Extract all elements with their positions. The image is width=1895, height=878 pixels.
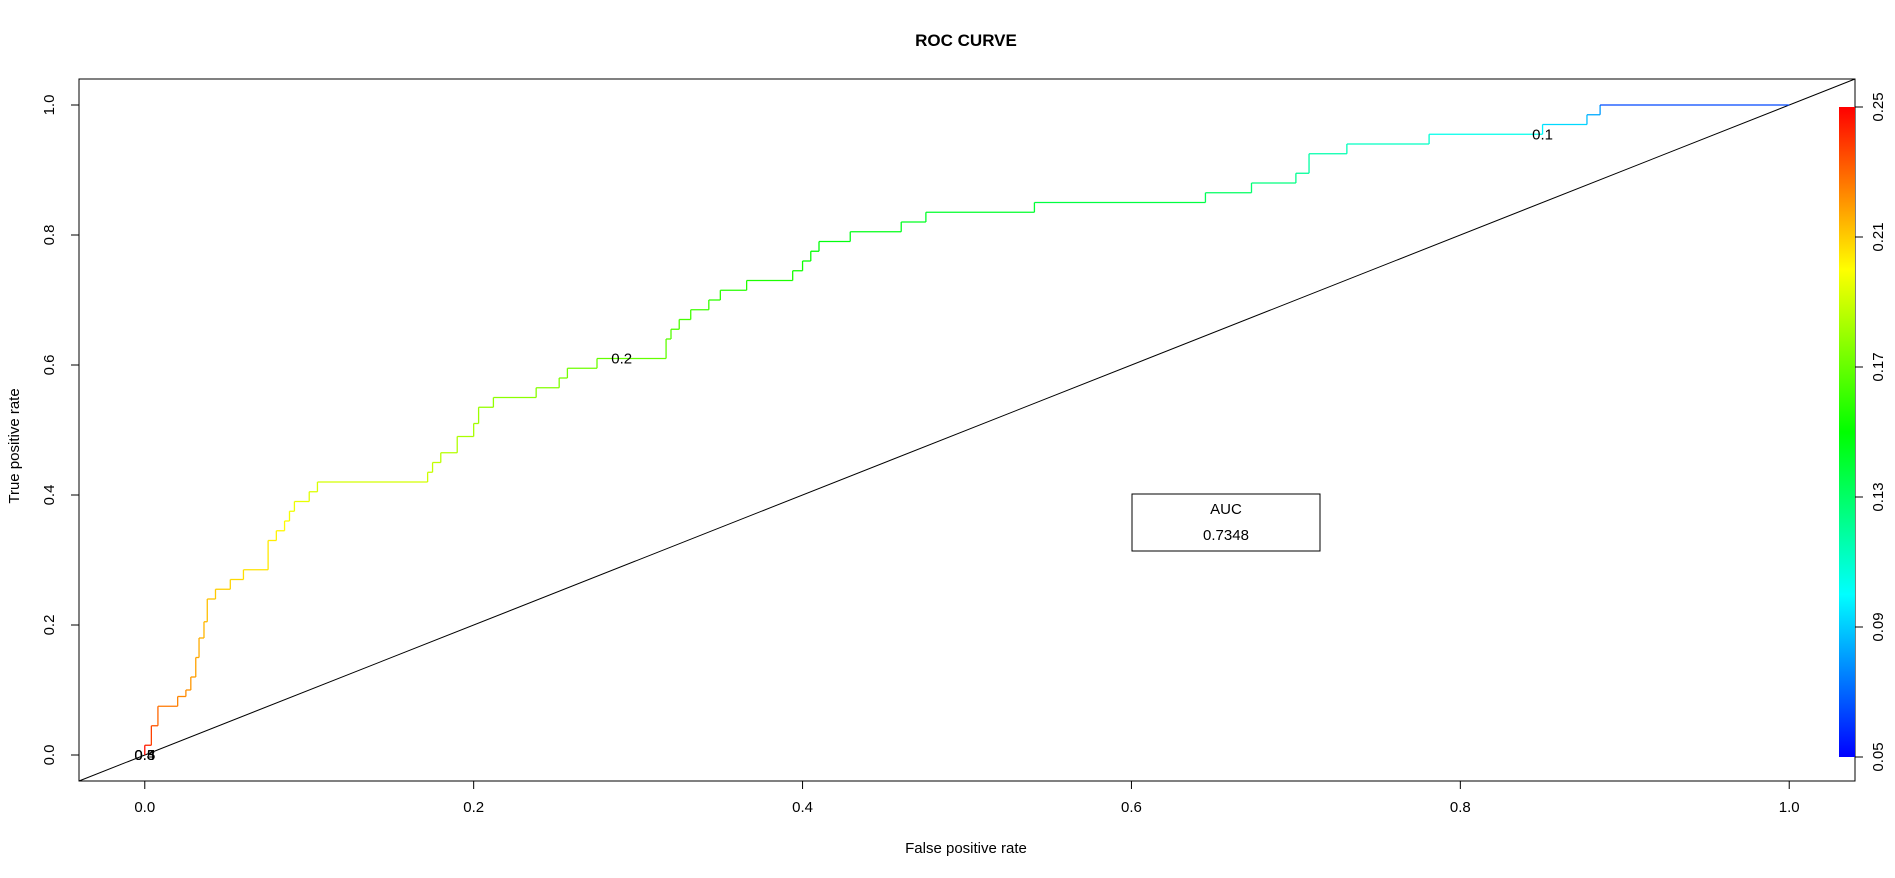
x-tick-label: 0.0 xyxy=(134,799,155,816)
auc-legend-value: 0.7348 xyxy=(1203,527,1249,544)
cutoff-labels: 0.50.40.3 0.2 0.1 xyxy=(134,126,1553,764)
roc-curve xyxy=(144,104,1790,755)
auc-legend-title: AUC xyxy=(1210,501,1242,518)
y-axis: 0.0 0.2 0.4 0.6 0.8 1.0 xyxy=(41,95,80,766)
x-tick-label: 0.6 xyxy=(1121,799,1142,816)
x-axis-label: False positive rate xyxy=(905,840,1027,857)
x-tick-label: 0.2 xyxy=(463,799,484,816)
auc-legend-box: AUC 0.7348 xyxy=(1131,493,1321,552)
x-tick-label: 0.8 xyxy=(1450,799,1471,816)
y-tick-label: 0.0 xyxy=(41,745,58,766)
cutoff-label: 0.4 xyxy=(134,747,155,764)
y-tick-label: 0.4 xyxy=(41,485,58,506)
auc-legend-frame xyxy=(1131,493,1321,552)
y-tick-label: 0.2 xyxy=(41,615,58,636)
colorbar-tick-label: 0.13 xyxy=(1870,482,1887,511)
x-tick-label: 0.4 xyxy=(792,799,813,816)
y-tick-label: 0.6 xyxy=(41,355,58,376)
colorbar-gradient xyxy=(1839,107,1855,757)
colorbar-tick-label: 0.17 xyxy=(1870,352,1887,381)
diagonal-reference-line xyxy=(78,78,1856,782)
cutoff-label: 0.2 xyxy=(611,351,632,368)
cutoff-label: 0.3 xyxy=(134,747,155,764)
colorbar-tick-label: 0.21 xyxy=(1870,222,1887,251)
y-axis-label: True positive rate xyxy=(6,388,23,503)
colorbar-tick-label: 0.25 xyxy=(1870,92,1887,121)
x-tick-label: 1.0 xyxy=(1779,799,1800,816)
colorbar-tick-label: 0.05 xyxy=(1870,742,1887,771)
x-axis: 0.0 0.2 0.4 0.6 0.8 1.0 xyxy=(134,780,1800,816)
y-tick-label: 1.0 xyxy=(41,95,58,116)
y-tick-label: 0.8 xyxy=(41,225,58,246)
chart-title: ROC CURVE xyxy=(915,31,1017,50)
cutoff-label: 0.1 xyxy=(1532,126,1553,143)
colorbar: 0.05 0.09 0.13 0.17 0.21 0.25 xyxy=(1839,92,1887,772)
cutoff-label: 0.5 xyxy=(134,747,155,764)
colorbar-tick-label: 0.09 xyxy=(1870,612,1887,641)
